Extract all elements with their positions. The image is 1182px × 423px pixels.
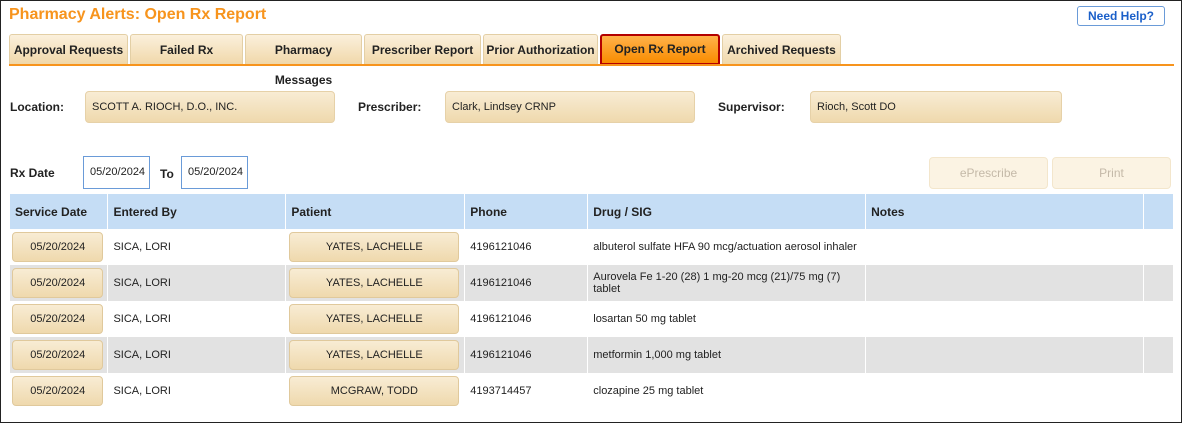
supervisor-label: Supervisor: (718, 100, 785, 114)
supervisor-selector[interactable]: Rioch, Scott DO (810, 91, 1062, 123)
table-row: 05/20/2024 SICA, LORI YATES, LACHELLE 41961… (10, 301, 1175, 337)
rx-date-label: Rx Date (10, 166, 55, 180)
table-row: 05/20/2024 SICA, LORI MCGRAW, TODD 41937144… (10, 373, 1175, 409)
open-rx-table: Service Date Entered By Patient Phone Dr… (10, 194, 1175, 409)
service-date-cell: 05/20/2024 (10, 337, 109, 373)
phone-cell: 4196121046 (464, 301, 589, 337)
service-date-button[interactable]: 05/20/2024 (12, 232, 104, 262)
entered-by-cell: SICA, LORI (107, 229, 287, 265)
need-help-button[interactable]: Need Help? (1077, 6, 1165, 26)
tab-failed-rx[interactable]: Failed Rx (130, 34, 243, 65)
service-date-button[interactable]: 05/20/2024 (12, 376, 104, 406)
tab-open-rx-report[interactable]: Open Rx Report (600, 34, 720, 65)
tab-archived-requests[interactable]: Archived Requests (722, 34, 841, 65)
patient-button[interactable]: YATES, LACHELLE (289, 304, 460, 334)
tab-prescriber-report[interactable]: Prescriber Report (364, 34, 481, 65)
prescriber-label: Prescriber: (358, 100, 422, 114)
extra-cell (1143, 265, 1175, 301)
location-selector[interactable]: SCOTT A. RIOCH, D.O., INC. (85, 91, 335, 123)
drug-sig-cell: metformin 1,000 mg tablet (587, 337, 867, 373)
notes-cell (865, 265, 1144, 301)
extra-cell (1143, 373, 1175, 409)
header-service-date[interactable]: Service Date (10, 194, 109, 229)
header-entered-by[interactable]: Entered By (107, 194, 287, 229)
table-header-row: Service Date Entered By Patient Phone Dr… (10, 194, 1175, 229)
entered-by-cell: SICA, LORI (107, 373, 287, 409)
patient-cell: YATES, LACHELLE (285, 265, 466, 301)
print-button[interactable]: Print (1052, 157, 1171, 189)
service-date-cell: 05/20/2024 (10, 265, 109, 301)
notes-cell (865, 337, 1144, 373)
notes-cell (865, 301, 1144, 337)
tab-underline (9, 64, 1174, 66)
drug-sig-cell: losartan 50 mg tablet (587, 301, 867, 337)
location-label: Location: (10, 100, 64, 114)
phone-cell: 4196121046 (464, 265, 589, 301)
patient-cell: YATES, LACHELLE (285, 337, 466, 373)
service-date-cell: 05/20/2024 (10, 301, 109, 337)
service-date-button[interactable]: 05/20/2024 (12, 304, 104, 334)
table-row: 05/20/2024 SICA, LORI YATES, LACHELLE 41961… (10, 337, 1175, 373)
notes-cell (865, 373, 1144, 409)
header-drug-sig[interactable]: Drug / SIG (587, 194, 867, 229)
service-date-cell: 05/20/2024 (10, 373, 109, 409)
tab-prior-authorization[interactable]: Prior Authorization (483, 34, 598, 65)
tab-approval-requests[interactable]: Approval Requests (9, 34, 128, 65)
table-row: 05/20/2024 SICA, LORI YATES, LACHELLE 41961… (10, 229, 1175, 265)
extra-cell (1143, 229, 1175, 265)
rx-date-to-input[interactable]: 05/20/2024 (181, 156, 248, 189)
entered-by-cell: SICA, LORI (107, 265, 287, 301)
extra-cell (1143, 337, 1175, 373)
patient-cell: YATES, LACHELLE (285, 301, 466, 337)
tab-bar: Approval Requests Failed Rx Pharmacy Mes… (9, 34, 841, 87)
entered-by-cell: SICA, LORI (107, 337, 287, 373)
patient-cell: MCGRAW, TODD (285, 373, 466, 409)
header-extra (1143, 194, 1175, 229)
header-patient[interactable]: Patient (285, 194, 466, 229)
patient-button[interactable]: YATES, LACHELLE (289, 232, 460, 262)
service-date-cell: 05/20/2024 (10, 229, 109, 265)
table-row: 05/20/2024 SICA, LORI YATES, LACHELLE 41961… (10, 265, 1175, 301)
extra-cell (1143, 301, 1175, 337)
phone-cell: 4196121046 (464, 337, 589, 373)
rx-date-from-input[interactable]: 05/20/2024 (83, 156, 150, 189)
drug-sig-cell: clozapine 25 mg tablet (587, 373, 867, 409)
patient-button[interactable]: YATES, LACHELLE (289, 268, 460, 298)
patient-cell: YATES, LACHELLE (285, 229, 466, 265)
phone-cell: 4196121046 (464, 229, 589, 265)
drug-sig-cell: Aurovela Fe 1-20 (28) 1 mg-20 mcg (21)/7… (587, 265, 867, 301)
prescriber-selector[interactable]: Clark, Lindsey CRNP (445, 91, 695, 123)
patient-button[interactable]: YATES, LACHELLE (289, 340, 460, 370)
notes-cell (865, 229, 1144, 265)
header-notes[interactable]: Notes (865, 194, 1144, 229)
header-phone[interactable]: Phone (464, 194, 589, 229)
patient-button[interactable]: MCGRAW, TODD (289, 376, 460, 406)
to-label: To (160, 167, 174, 181)
phone-cell: 4193714457 (464, 373, 589, 409)
entered-by-cell: SICA, LORI (107, 301, 287, 337)
eprescribe-button[interactable]: ePrescribe (929, 157, 1048, 189)
tab-pharmacy-messages[interactable]: Pharmacy Messages (245, 34, 362, 87)
service-date-button[interactable]: 05/20/2024 (12, 268, 104, 298)
page-title: Pharmacy Alerts: Open Rx Report (9, 6, 267, 23)
service-date-button[interactable]: 05/20/2024 (12, 340, 104, 370)
drug-sig-cell: albuterol sulfate HFA 90 mcg/actuation a… (587, 229, 867, 265)
